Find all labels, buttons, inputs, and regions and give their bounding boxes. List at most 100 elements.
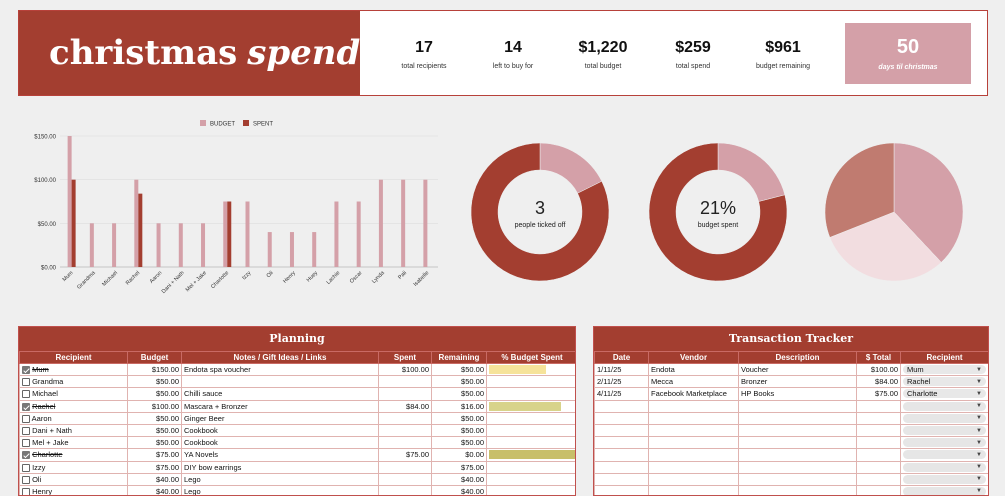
gift-done-checkbox[interactable] (22, 366, 30, 375)
gift-done-checkbox[interactable] (22, 390, 30, 399)
recipient-dropdown[interactable]: ▼ (903, 486, 986, 495)
spent-cell[interactable] (378, 411, 432, 425)
recipient-dropdown[interactable]: ▼ (903, 462, 986, 472)
date-cell[interactable]: 1/11/25 (594, 362, 649, 377)
notes-cell[interactable]: Ginger Beer (181, 411, 379, 425)
budget-cell[interactable]: $40.00 (127, 484, 182, 495)
vendor-cell[interactable]: Endota (648, 362, 739, 377)
spent-cell[interactable] (378, 460, 432, 474)
recipient-dropdown[interactable]: Mum ▼ (903, 365, 986, 375)
total-cell[interactable] (856, 399, 901, 413)
recipient-dropdown[interactable]: Charlotte ▼ (903, 389, 986, 399)
date-cell[interactable]: 4/11/25 (594, 387, 649, 401)
gift-done-checkbox[interactable] (22, 414, 30, 423)
date-cell[interactable] (594, 460, 649, 474)
notes-cell[interactable]: Lego (181, 484, 379, 495)
recipient-dropdown[interactable]: Rachel ▼ (903, 377, 986, 387)
total-cell[interactable] (856, 448, 901, 462)
date-cell[interactable] (594, 472, 649, 486)
description-cell[interactable] (738, 448, 857, 462)
spent-cell[interactable] (378, 484, 432, 495)
budget-cell[interactable]: $75.00 (127, 448, 182, 462)
spent-cell[interactable] (378, 387, 432, 401)
recipient-dropdown[interactable]: ▼ (903, 474, 986, 484)
notes-cell[interactable]: Cookbook (181, 436, 379, 450)
total-cell[interactable] (856, 472, 901, 486)
total-cell[interactable]: $100.00 (856, 362, 901, 377)
notes-cell[interactable]: Endota spa voucher (181, 362, 379, 377)
vendor-cell[interactable] (648, 399, 739, 413)
vendor-cell[interactable] (648, 448, 739, 462)
vendor-cell[interactable] (648, 436, 739, 450)
budget-cell[interactable]: $100.00 (127, 399, 182, 413)
notes-cell[interactable]: YA Novels (181, 448, 379, 462)
date-cell[interactable] (594, 411, 649, 425)
gift-done-checkbox[interactable] (22, 487, 30, 495)
date-cell[interactable] (594, 399, 649, 413)
notes-cell[interactable]: Lego (181, 472, 379, 486)
date-cell[interactable]: 2/11/25 (594, 375, 649, 389)
notes-cell[interactable]: DIY bow earrings (181, 460, 379, 474)
spent-cell[interactable]: $84.00 (378, 399, 432, 413)
spent-cell[interactable]: $75.00 (378, 448, 432, 462)
total-cell[interactable] (856, 411, 901, 425)
total-cell[interactable] (856, 436, 901, 450)
vendor-cell[interactable] (648, 472, 739, 486)
budget-cell[interactable]: $50.00 (127, 436, 182, 450)
recipient-dropdown[interactable]: ▼ (903, 401, 986, 411)
description-cell[interactable]: Voucher (738, 362, 857, 377)
description-cell[interactable] (738, 436, 857, 450)
gift-done-checkbox[interactable] (22, 439, 30, 448)
budget-cell[interactable]: $50.00 (127, 411, 182, 425)
spent-cell[interactable] (378, 375, 432, 389)
date-cell[interactable] (594, 436, 649, 450)
description-cell[interactable] (738, 484, 857, 495)
notes-cell[interactable] (181, 375, 379, 389)
description-cell[interactable]: Bronzer (738, 375, 857, 389)
spent-cell[interactable] (378, 436, 432, 450)
budget-cell[interactable]: $75.00 (127, 460, 182, 474)
description-cell[interactable] (738, 423, 857, 438)
total-cell[interactable] (856, 484, 901, 495)
description-cell[interactable] (738, 472, 857, 486)
notes-cell[interactable]: Cookbook (181, 423, 379, 438)
vendor-cell[interactable] (648, 484, 739, 495)
budget-cell[interactable]: $150.00 (127, 362, 182, 377)
gift-done-checkbox[interactable] (22, 402, 30, 411)
description-cell[interactable]: HP Books (738, 387, 857, 401)
gift-done-checkbox[interactable] (22, 475, 30, 484)
vendor-cell[interactable] (648, 460, 739, 474)
vendor-cell[interactable]: Facebook Marketplace (648, 387, 739, 401)
budget-cell[interactable]: $50.00 (127, 387, 182, 401)
vendor-cell[interactable] (648, 411, 739, 425)
budget-cell[interactable]: $40.00 (127, 472, 182, 486)
transaction-row: ▼ (594, 484, 988, 495)
spent-cell[interactable] (378, 472, 432, 486)
description-cell[interactable] (738, 411, 857, 425)
total-cell[interactable] (856, 423, 901, 438)
vendor-cell[interactable] (648, 423, 739, 438)
total-cell[interactable]: $84.00 (856, 375, 901, 389)
notes-cell[interactable]: Mascara + Bronzer (181, 399, 379, 413)
total-cell[interactable]: $75.00 (856, 387, 901, 401)
recipient-dropdown[interactable]: ▼ (903, 426, 986, 436)
budget-cell[interactable]: $50.00 (127, 423, 182, 438)
description-cell[interactable] (738, 460, 857, 474)
gift-done-checkbox[interactable] (22, 427, 30, 436)
notes-cell[interactable]: Chilli sauce (181, 387, 379, 401)
recipient-dropdown[interactable]: ▼ (903, 413, 986, 423)
gift-done-checkbox[interactable] (22, 463, 30, 472)
recipient-dropdown[interactable]: ▼ (903, 438, 986, 448)
vendor-cell[interactable]: Mecca (648, 375, 739, 389)
recipient-dropdown[interactable]: ▼ (903, 450, 986, 460)
date-cell[interactable] (594, 484, 649, 495)
date-cell[interactable] (594, 448, 649, 462)
budget-cell[interactable]: $50.00 (127, 375, 182, 389)
spent-cell[interactable]: $100.00 (378, 362, 432, 377)
spent-cell[interactable] (378, 423, 432, 438)
date-cell[interactable] (594, 423, 649, 438)
total-cell[interactable] (856, 460, 901, 474)
gift-done-checkbox[interactable] (22, 451, 30, 460)
description-cell[interactable] (738, 399, 857, 413)
gift-done-checkbox[interactable] (22, 378, 30, 387)
